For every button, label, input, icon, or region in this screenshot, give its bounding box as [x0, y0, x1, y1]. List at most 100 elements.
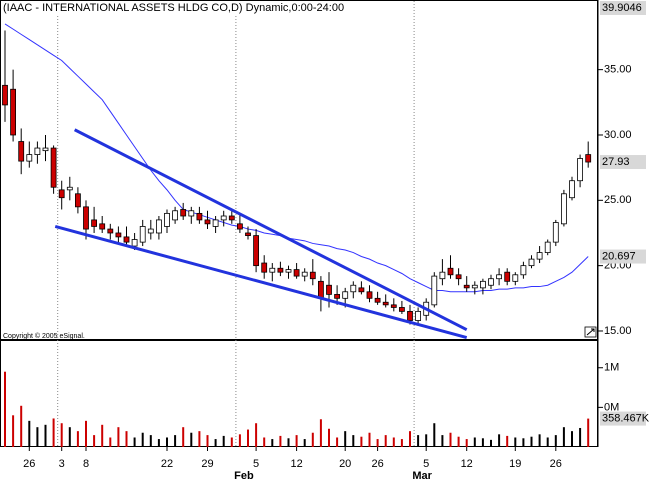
volume-bar	[522, 438, 525, 447]
price-marker-box	[600, 1, 646, 15]
volume-bar	[52, 418, 55, 447]
volume-bar	[498, 434, 501, 447]
candle-body	[471, 284, 478, 289]
volume-bar	[222, 435, 225, 447]
x-tick-label: 8	[83, 458, 89, 470]
candle-body	[172, 210, 179, 221]
volume-bar	[198, 431, 201, 447]
volume-bar	[368, 432, 371, 447]
price-marker-box	[600, 249, 646, 264]
candle-body	[164, 212, 170, 227]
candle-body	[220, 215, 227, 221]
volume-bar	[149, 435, 152, 447]
candle-body	[58, 189, 65, 199]
x-tick-label: 19	[509, 458, 521, 470]
volume-bar	[279, 435, 282, 447]
candle-body	[431, 275, 438, 306]
volume-bar	[384, 435, 387, 447]
candle-body	[496, 274, 503, 280]
candle-body	[479, 280, 486, 289]
volume-marker-text: 358.467K	[602, 412, 649, 424]
volume-bar	[514, 437, 517, 447]
volume-bar	[449, 432, 452, 447]
volume-bar	[44, 424, 47, 447]
volume-bar	[587, 418, 590, 447]
price-marker: 27.93	[600, 155, 646, 170]
candle-body	[512, 274, 519, 282]
marks	[2, 1, 592, 447]
candle-body	[147, 228, 154, 234]
candle-body	[439, 271, 446, 280]
candle-body	[26, 154, 33, 162]
volume-bar	[376, 439, 379, 447]
volume-bar	[506, 435, 509, 447]
volume-bar	[344, 431, 347, 447]
candle-body	[463, 284, 470, 289]
volume-bar	[133, 437, 136, 447]
volume-bar	[311, 432, 314, 447]
x-tick-label: 5	[423, 458, 429, 470]
candle-body	[488, 278, 494, 286]
volume-bar	[425, 434, 428, 447]
month-label: Feb	[234, 470, 254, 482]
volume-bar	[400, 439, 403, 447]
volume-bar	[287, 438, 290, 447]
candle-body	[334, 293, 341, 299]
volume-bar	[392, 437, 395, 447]
candle-body	[544, 241, 551, 253]
candle-body	[285, 269, 292, 273]
candle-body	[131, 239, 138, 247]
candle-body	[91, 219, 97, 227]
candle-body	[10, 88, 17, 136]
y-tick-label: 35.00	[604, 64, 632, 76]
volume-bar	[85, 420, 87, 447]
candle-body	[569, 180, 575, 199]
x-tick-label: 26	[23, 458, 35, 470]
x-tick-label: 29	[201, 458, 213, 470]
price-marker: 20.697	[600, 249, 646, 264]
candle-body	[577, 158, 583, 182]
candle-body	[520, 265, 527, 276]
candle-body	[18, 141, 25, 162]
volume-bar	[109, 437, 112, 447]
volume-bar	[93, 435, 96, 447]
volume-bar	[101, 424, 104, 447]
volume-bar	[141, 432, 144, 447]
price-marker-box	[600, 155, 646, 170]
volume-bar	[554, 435, 557, 447]
volume-bar	[230, 437, 233, 447]
volume-bar	[490, 439, 492, 447]
candle-body	[585, 154, 592, 163]
volume-bar	[12, 415, 15, 447]
candle-body	[180, 209, 187, 217]
volume-bar	[76, 431, 79, 447]
candle-body	[374, 297, 381, 303]
volume-bar	[417, 435, 420, 447]
candle-body	[309, 271, 316, 280]
price-marker-text: 20.697	[602, 250, 636, 262]
candle-body	[415, 310, 422, 321]
volume-bar	[295, 435, 298, 447]
volume-bar	[352, 435, 355, 447]
volume-bar	[571, 431, 573, 447]
x-tick-label: 22	[161, 458, 173, 470]
candle-body	[366, 291, 373, 299]
volume-bar	[360, 436, 363, 447]
volume-bar	[473, 437, 476, 447]
candle-body	[447, 267, 454, 276]
candle-body	[236, 223, 243, 230]
volume-bar	[409, 431, 411, 447]
price-marker: 39.9046	[600, 1, 646, 15]
candle-body	[204, 219, 211, 225]
candle-body	[34, 147, 41, 155]
y-tick-label: 25.00	[604, 194, 632, 206]
volume-bar	[206, 435, 209, 447]
volume-bar	[255, 423, 258, 447]
volume-bar	[538, 434, 541, 447]
candle-body	[455, 274, 462, 280]
candle-body	[407, 310, 413, 321]
candle-body	[83, 206, 89, 230]
volume-bar	[579, 427, 582, 447]
candle-body	[115, 232, 122, 238]
candle-body	[536, 252, 543, 260]
